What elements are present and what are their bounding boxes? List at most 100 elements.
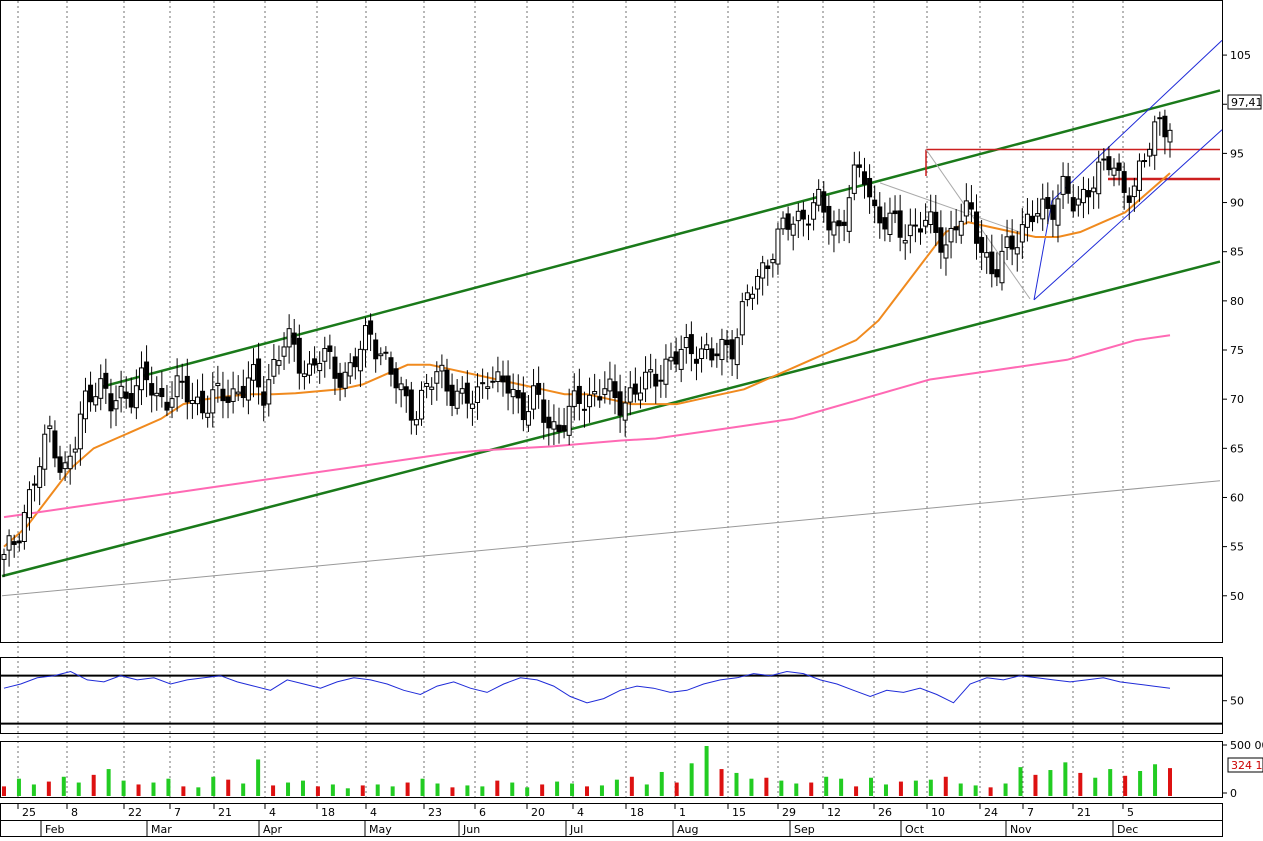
candle-body (729, 339, 735, 360)
candle-body (429, 386, 435, 390)
volume-bar (525, 787, 530, 796)
day-tick-label-21: 21 (1077, 806, 1091, 819)
volume-bar (719, 769, 724, 796)
volume-bar (854, 786, 859, 796)
volume-bar (420, 778, 425, 796)
volume-bar (271, 785, 276, 796)
candle-body (1116, 162, 1122, 171)
candle-body (1030, 215, 1036, 223)
candle-body (897, 210, 903, 238)
month-label-Mar: Mar (151, 823, 172, 836)
candle-body (1075, 198, 1081, 206)
candle-body (760, 262, 766, 279)
candle-body (103, 372, 109, 389)
day-tick-label-17: 26 (878, 806, 892, 819)
candle-body (133, 385, 139, 409)
month-label-May: May (369, 823, 392, 836)
candle-body (1162, 115, 1168, 138)
candle-body (612, 381, 618, 399)
candle-body (128, 393, 134, 408)
trend-channels (1, 39, 1223, 597)
candle-body (266, 379, 272, 405)
volume-bar (1153, 764, 1158, 796)
fast-trend-connector (1033, 200, 1053, 300)
candle-body (194, 396, 200, 405)
candle-body (1157, 117, 1163, 120)
candle-body (800, 209, 806, 220)
volume-bar (196, 787, 201, 796)
candle-body (683, 337, 689, 349)
day-tick-label-0: 25 (22, 806, 36, 819)
price-tick-label-105: 105 (1230, 49, 1251, 62)
candle-body (607, 378, 613, 392)
candle-body (184, 375, 190, 403)
candle-body (169, 398, 175, 408)
candle-body (281, 346, 287, 357)
candle-body (179, 380, 185, 383)
day-tick-label-9: 6 (479, 806, 486, 819)
day-tick-label-15: 29 (782, 806, 796, 819)
oscillator-panel-frame (0, 657, 1223, 734)
candle-body (26, 489, 32, 519)
candle-body (1111, 167, 1117, 176)
candle-body (154, 392, 160, 397)
candle-body (566, 405, 572, 436)
volume-bar (704, 746, 709, 796)
volume-bar (1048, 770, 1053, 796)
candle-body (261, 391, 267, 406)
day-tick-label-4: 21 (218, 806, 232, 819)
candle-body (215, 382, 221, 387)
candle-body (475, 386, 481, 403)
volume-bar (16, 778, 21, 796)
volume-bar (839, 778, 844, 796)
candle-body (816, 188, 822, 206)
volume-bar (570, 783, 575, 796)
volume-bar (360, 785, 365, 796)
candle-body (225, 396, 231, 403)
candle-body (953, 226, 959, 231)
candle-body (1126, 195, 1132, 203)
candle-body (790, 223, 796, 236)
volume-bar (1033, 774, 1038, 796)
volume-bar (674, 782, 679, 796)
candle-body (11, 541, 17, 545)
candle-body (57, 456, 63, 473)
candle-body (658, 379, 664, 382)
candle-body (561, 425, 567, 432)
volume-bar (495, 780, 500, 796)
candle-body (444, 369, 450, 392)
candle-body (296, 337, 302, 374)
candle-body (933, 211, 939, 233)
candle-body (77, 413, 83, 450)
candlesticks (1, 109, 1173, 578)
candle-body (826, 205, 832, 231)
candle-body (617, 391, 623, 416)
price-tick-label-90: 90 (1230, 197, 1244, 210)
candle-body (775, 228, 781, 265)
channel-line-channel_lower (1, 260, 1221, 578)
candle-body (785, 213, 791, 230)
price-tick-label-85: 85 (1230, 246, 1244, 259)
candle-body (907, 224, 913, 237)
price-tick-label-95: 95 (1230, 147, 1244, 160)
candle-body (714, 353, 720, 357)
volume-bar (958, 783, 963, 796)
volume-bar (151, 782, 156, 796)
price-axis: 10510095908580757065605550 (1222, 49, 1251, 603)
day-tick-label-18: 10 (931, 806, 945, 819)
candle-body (16, 540, 22, 544)
candle-body (811, 202, 817, 220)
candle-body (42, 433, 48, 470)
volume-bar (166, 778, 171, 796)
candle-body (704, 344, 710, 350)
candle-body (581, 408, 587, 411)
candle-body (622, 402, 628, 421)
candle-body (770, 258, 776, 264)
candle-body (307, 363, 313, 376)
candle-body (719, 338, 725, 361)
candle-body (388, 357, 394, 375)
candle-body (627, 387, 633, 403)
candle-body (877, 206, 883, 224)
volume-bar (1003, 783, 1008, 796)
